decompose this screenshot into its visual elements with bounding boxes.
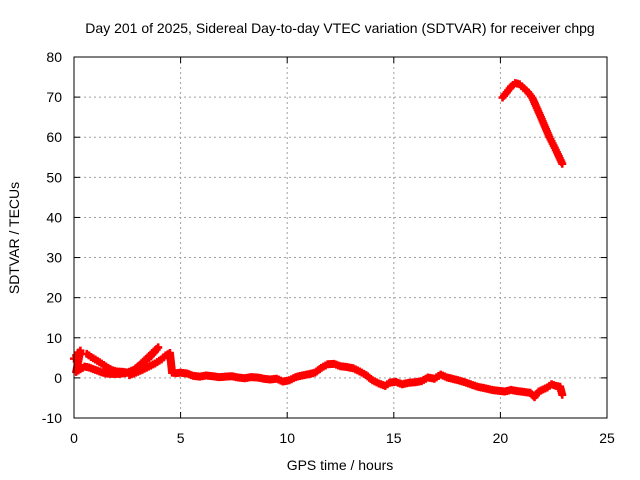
chart-title: Day 201 of 2025, Sidereal Day-to-day VTE…: [85, 20, 594, 36]
y-tick-label: 0: [54, 370, 62, 386]
x-tick-label: 0: [70, 430, 78, 446]
y-tick-label: 80: [46, 49, 62, 65]
x-axis-label: GPS time / hours: [287, 457, 394, 473]
y-tick-label: 10: [46, 330, 62, 346]
axis-ticks: 0 5 10 15 20 25 -10 0 10 20 30 40 50 60 70 80: [42, 49, 615, 446]
x-tick-label: 5: [177, 430, 185, 446]
x-tick-label: 25: [599, 430, 615, 446]
y-tick-label: 50: [46, 169, 62, 185]
y-axis-label: SDTVAR / TECUs: [6, 182, 22, 294]
y-tick-label: -10: [42, 410, 62, 426]
x-tick-label: 20: [493, 430, 509, 446]
y-tick-label: 60: [46, 129, 62, 145]
y-tick-label: 30: [46, 250, 62, 266]
x-tick-label: 15: [386, 430, 402, 446]
plot-border: [73, 56, 608, 419]
data-points: [70, 79, 567, 402]
data-point: [558, 159, 567, 168]
y-tick-label: 70: [46, 89, 62, 105]
grid: [74, 57, 607, 418]
y-tick-label: 20: [46, 290, 62, 306]
x-tick-label: 10: [279, 430, 295, 446]
y-tick-label: 40: [46, 209, 62, 225]
data-point: [558, 390, 567, 399]
